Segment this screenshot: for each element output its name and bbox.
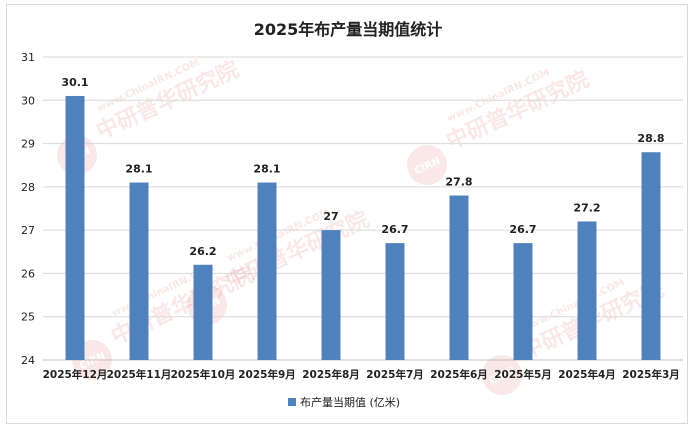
y-tick-label: 29: [21, 138, 35, 151]
data-label: 30.1: [61, 76, 88, 89]
legend-label: 布产量当期值 (亿米): [300, 395, 400, 409]
bar: [513, 243, 533, 360]
bar: [257, 182, 277, 360]
bar: [129, 182, 149, 360]
bar: [193, 264, 213, 360]
x-tick-label: 2025年10月: [171, 368, 236, 381]
x-tick-label: 2025年4月: [558, 368, 616, 381]
watermark-logo-icon: [407, 145, 447, 185]
data-label: 28.1: [125, 163, 152, 176]
y-tick-label: 24: [21, 354, 35, 367]
y-tick-label: 28: [21, 181, 35, 194]
bar-series: [65, 95, 661, 360]
x-tick-label: 2025年12月: [43, 368, 108, 381]
data-label: 26.2: [189, 245, 216, 258]
data-label: 26.7: [381, 223, 408, 236]
bar: [577, 221, 597, 360]
x-tick-label: 2025年5月: [494, 368, 552, 381]
data-label: 27.2: [573, 201, 600, 214]
grid-lines: [43, 56, 683, 361]
chart-title: 2025年布产量当期值统计: [254, 20, 443, 39]
bar: [65, 95, 85, 360]
bar: [449, 195, 469, 360]
data-label: 27: [323, 210, 338, 223]
x-axis-ticks: 2025年12月 2025年11月 2025年10月 2025年9月 2025年8月 20…: [43, 368, 680, 381]
bar: [321, 230, 341, 360]
y-tick-label: 26: [21, 267, 35, 280]
legend: 布产量当期值 (亿米): [288, 395, 400, 409]
x-tick-label: 2025年9月: [238, 368, 296, 381]
data-label: 27.8: [445, 176, 472, 189]
y-tick-label: 31: [21, 51, 35, 64]
y-axis-ticks: 24 25 26 27 28 29 30 31: [21, 51, 35, 367]
bar: [385, 243, 405, 360]
watermark-logo-icon: [482, 355, 522, 395]
data-label: 28.8: [637, 132, 664, 145]
data-label: 28.1: [253, 163, 280, 176]
data-labels: 30.1 28.1 26.2 28.1 27 26.7 27.8 26.7 27.2 28.8: [61, 76, 664, 258]
bar: [641, 152, 661, 360]
y-tick-label: 27: [21, 224, 35, 237]
x-tick-label: 2025年8月: [302, 368, 360, 381]
y-tick-label: 25: [21, 311, 35, 324]
y-tick-label: 30: [21, 94, 35, 107]
x-tick-label: 2025年3月: [622, 368, 680, 381]
data-label: 26.7: [509, 223, 536, 236]
x-tick-label: 2025年11月: [107, 368, 172, 381]
x-tick-label: 2025年6月: [430, 368, 488, 381]
x-tick-label: 2025年7月: [366, 368, 424, 381]
legend-swatch: [288, 398, 296, 406]
